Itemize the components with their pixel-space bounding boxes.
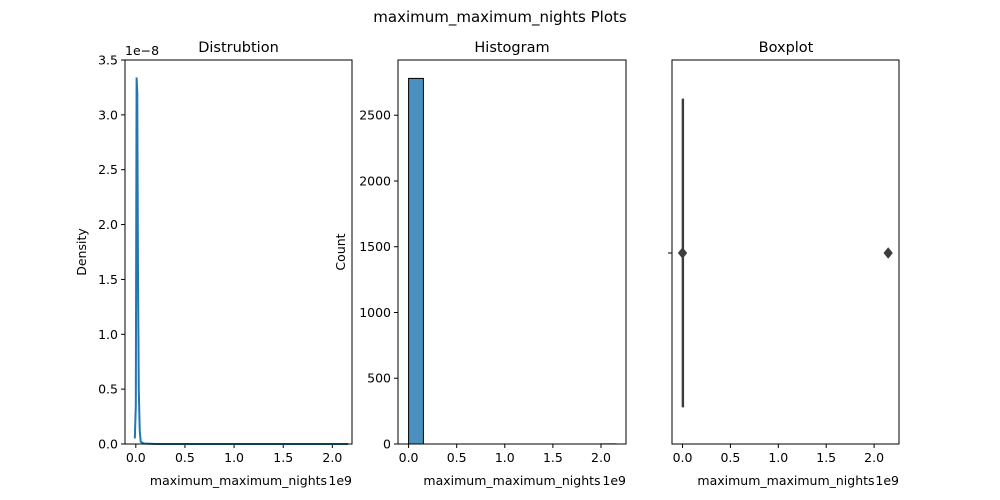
histogram-bar [408,77,424,445]
boxplot-panel: Boxplot maximum_maximum_nights 1e9 0.0 0.… [668,40,900,488]
distribution-y-ticks: 0.0 0.5 1.0 1.5 2.0 2.5 3.0 3.5 [98,53,125,452]
distribution-x-tick-label: 1.5 [273,450,293,465]
histogram-y-tick-label: 1000 [359,305,391,320]
histogram-x-tick-label: 1.5 [543,450,563,465]
boxplot-x-offset: 1e9 [875,473,899,488]
distribution-density-line [133,77,349,445]
distribution-xlabel: maximum_maximum_nights [150,473,327,488]
histogram-x-offset: 1e9 [602,473,626,488]
boxplot-x-tick-label: 0.0 [673,450,693,465]
histogram-y-tick-label: 0 [383,437,391,452]
distribution-x-tick-label: 0.5 [175,450,195,465]
boxplot-x-tick-label: 2.0 [864,450,884,465]
histogram-x-tick-label: 0.5 [447,450,467,465]
histogram-y-ticks: 0 500 1000 1500 2000 2500 [359,108,398,452]
distribution-x-tick-label: 2.0 [322,450,342,465]
distribution-axes-frame [124,59,353,445]
distribution-y-tick-label: 2.0 [98,217,118,232]
distribution-y-tick-label: 0.0 [98,437,118,452]
boxplot-x-tick-label: 0.5 [720,450,740,465]
histogram-y-tick-label: 1500 [359,239,391,254]
histogram-y-tick-label: 500 [367,371,391,386]
boxplot-x-tick-label: 1.5 [816,450,836,465]
distribution-y-tick-label: 1.0 [98,327,118,342]
boxplot-x-tick-label: 1.0 [768,450,788,465]
histogram-x-ticks: 0.0 0.5 1.0 1.5 2.0 [399,444,611,465]
boxplot-xlabel: maximum_maximum_nights [697,473,874,488]
histogram-x-tick-label: 2.0 [591,450,611,465]
distribution-y-tick-label: 0.5 [98,382,118,397]
boxplot-outlier [883,247,893,259]
histogram-y-tick-label: 2000 [359,173,391,188]
boxplot-axes-frame [671,59,900,445]
distribution-y-tick-label: 1.5 [98,272,118,287]
boxplot-title: Boxplot [759,40,814,56]
histogram-title: Histogram [474,40,549,56]
histogram-x-tick-label: 1.0 [495,450,515,465]
histogram-axes-frame [397,59,627,445]
distribution-y-tick-label: 3.0 [98,107,118,122]
distribution-y-offset: 1e−8 [125,43,159,58]
histogram-ylabel: Count [333,233,348,270]
histogram-xlabel: maximum_maximum_nights [423,473,600,488]
boxplot-outlier [677,247,688,259]
distribution-x-ticks: 0.0 0.5 1.0 1.5 2.0 [126,444,342,465]
histogram-panel: Histogram maximum_maximum_nights Count 1… [333,40,627,488]
distribution-x-tick-label: 1.0 [224,450,244,465]
histogram-bars [408,77,617,445]
histogram-y-tick-label: 2500 [359,108,391,123]
figure-suptitle: maximum_maximum_nights Plots [373,8,627,27]
distribution-ylabel: Density [74,228,89,276]
distribution-panel: Distrubtion maximum_maximum_nights Densi… [74,40,353,488]
distribution-title: Distrubtion [198,40,279,56]
distribution-x-offset: 1e9 [328,473,352,488]
boxplot-marks [677,98,893,408]
distribution-x-tick-label: 0.0 [126,450,146,465]
distribution-y-tick-label: 2.5 [98,162,118,177]
histogram-x-tick-label: 0.0 [399,450,419,465]
distribution-y-tick-label: 3.5 [98,53,118,68]
boxplot-x-ticks: 0.0 0.5 1.0 1.5 2.0 [673,444,884,465]
